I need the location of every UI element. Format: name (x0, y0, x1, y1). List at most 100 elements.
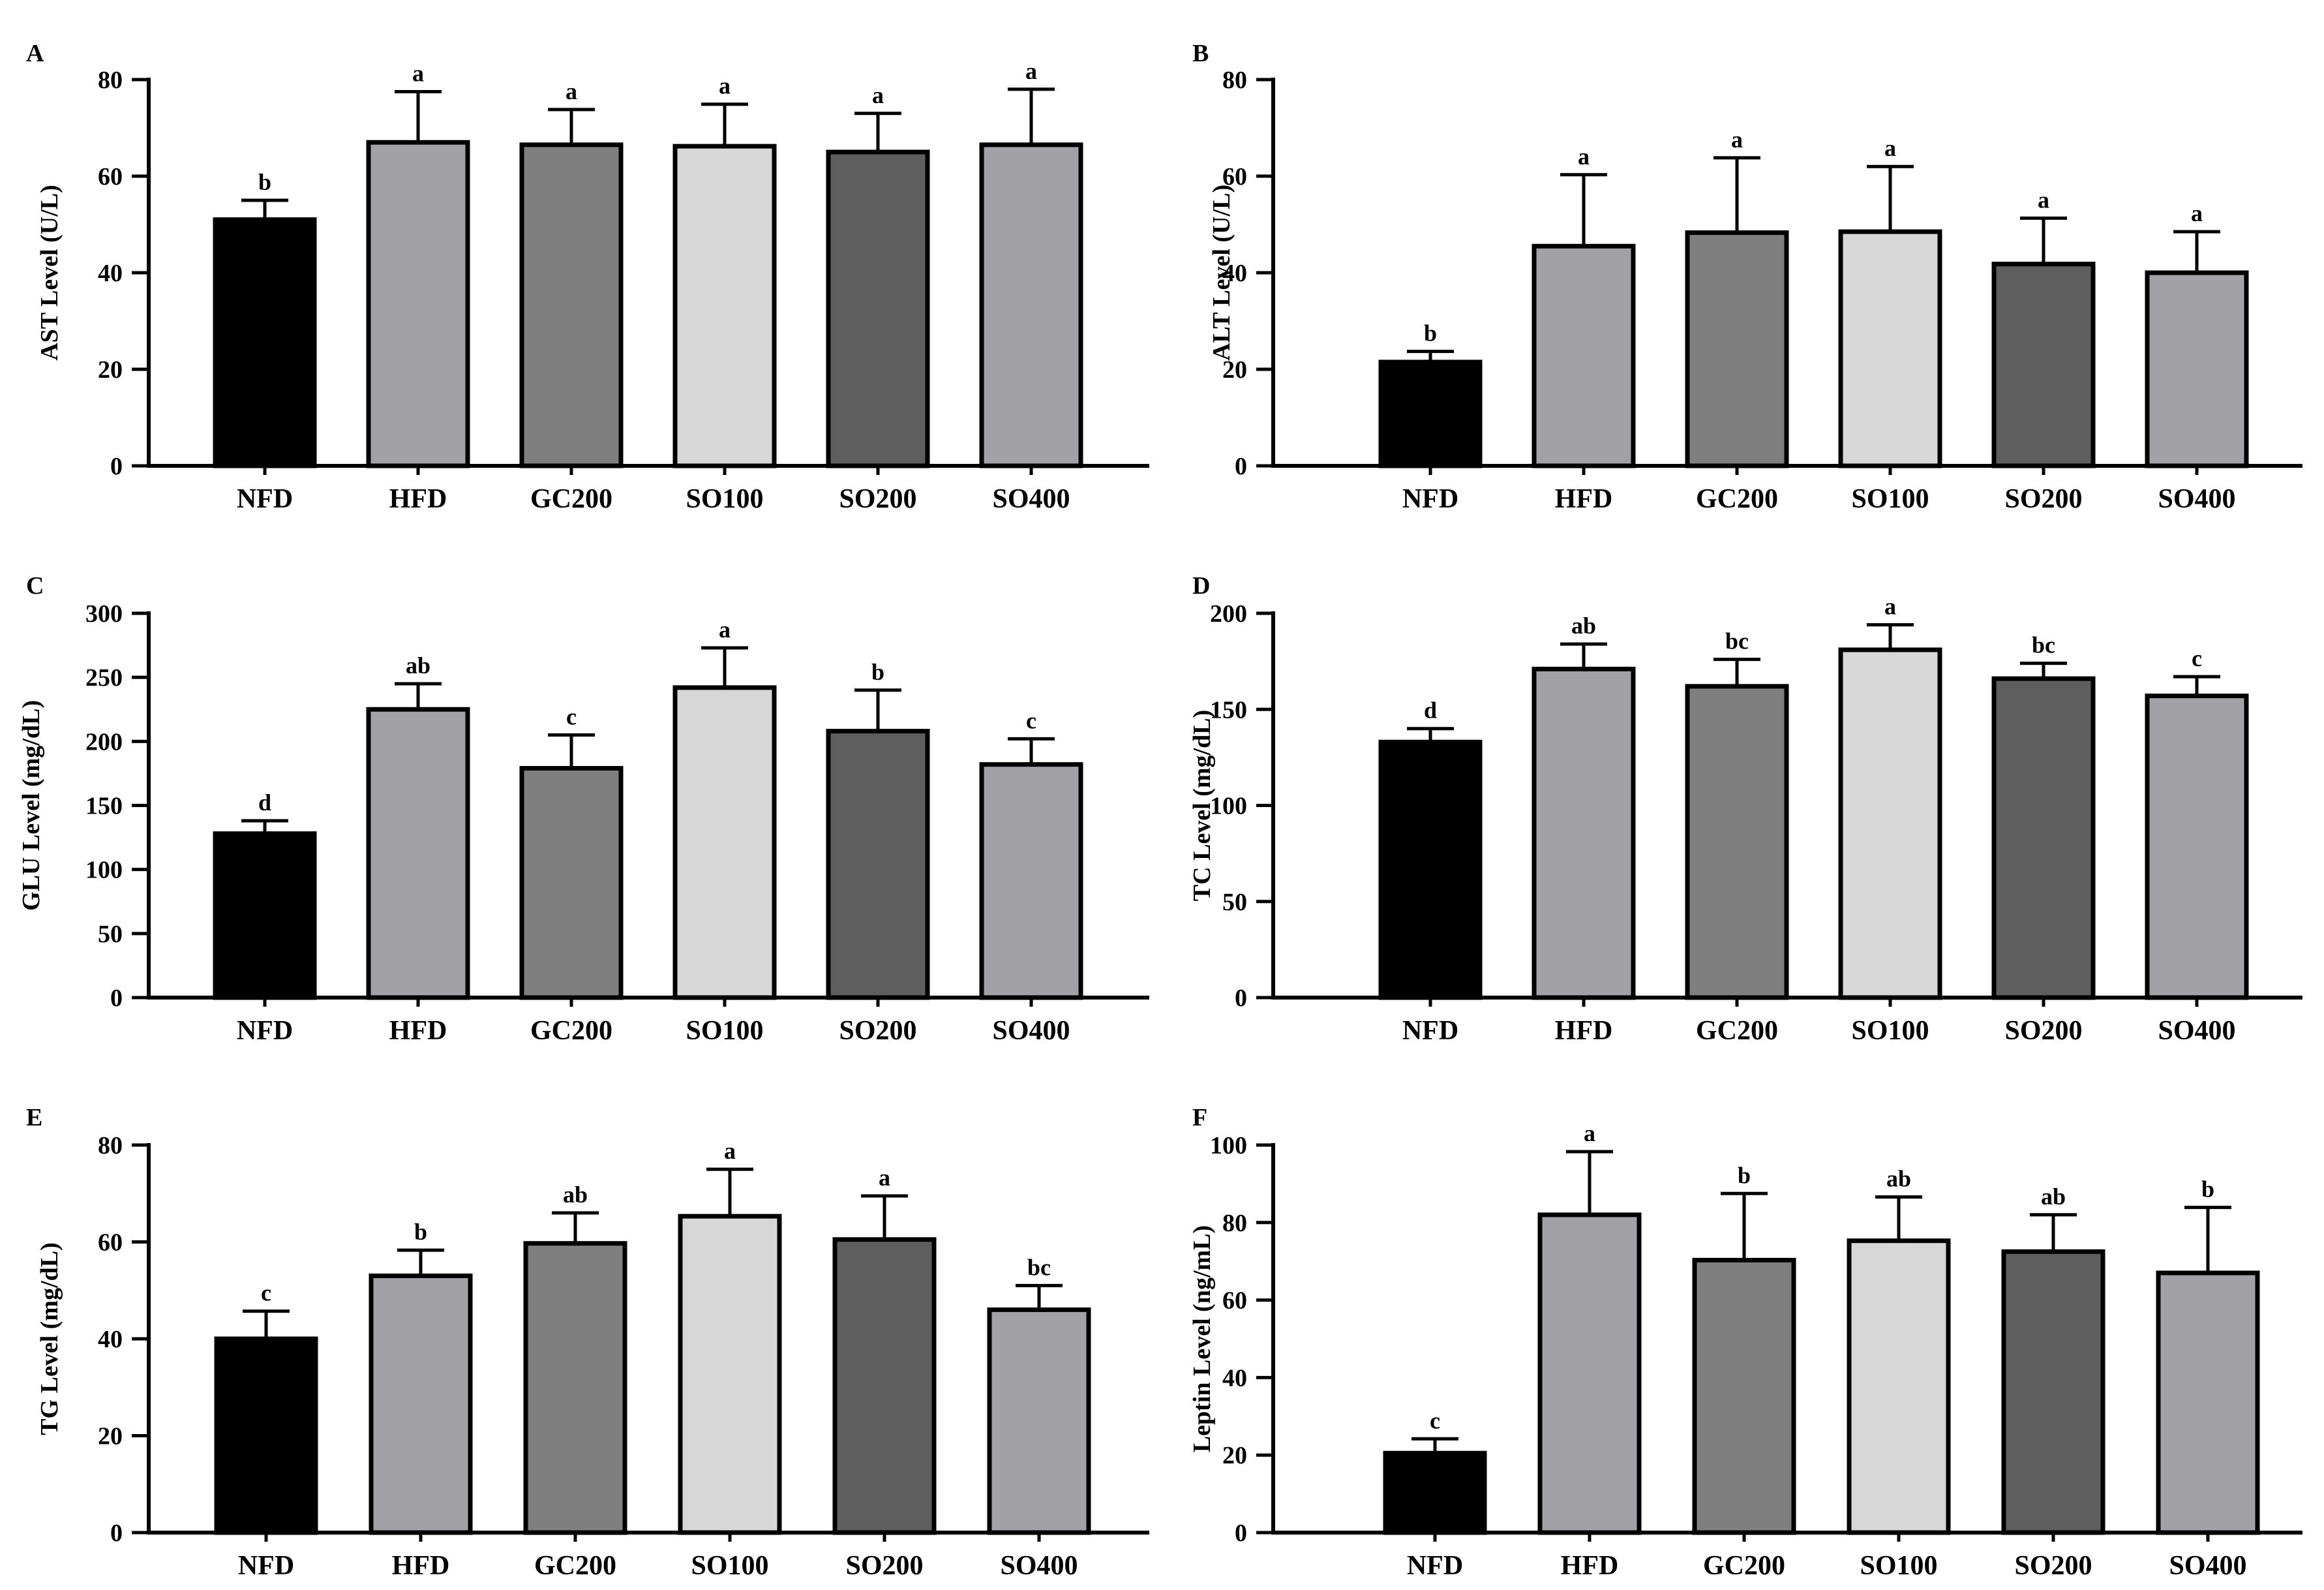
significance-label: ab (406, 652, 430, 679)
significance-label: a (412, 61, 424, 87)
x-tick-label: NFD (237, 484, 293, 514)
x-tick-label: GC200 (1696, 484, 1778, 514)
x-tick-label: SO100 (691, 1551, 768, 1581)
y-axis-title: AST Level (U/L) (36, 185, 63, 361)
significance-label: ab (1571, 613, 1596, 639)
chart-panel-e: E TG Level (mg/dL) c NFD b HFD ab GC200 a SO100 a S… (26, 1104, 1149, 1581)
y-axis-title: GLU Level (mg/dL) (18, 700, 45, 911)
x-tick-label: SO100 (1851, 484, 1929, 514)
y-tick-label: 100 (1210, 793, 1247, 820)
x-tick-label: SO200 (2004, 1016, 2082, 1046)
x-tick-label: SO400 (992, 484, 1070, 514)
chart-panel-d: D TC Level (mg/dL) d NFD ab HFD bc GC200 a SO100 b… (1188, 572, 2302, 1046)
x-tick-label: SO200 (839, 484, 916, 514)
significance-label: ab (2041, 1184, 2066, 1210)
chart-panel-a: A AST Level (U/L) b NFD a HFD a GC200 a SO100 a SO2… (26, 40, 1149, 514)
significance-label: d (258, 789, 271, 816)
y-axis-title: TC Level (mg/dL) (1188, 710, 1216, 901)
bar (1838, 229, 1942, 468)
y-tick-label: 50 (1222, 889, 1247, 916)
panel-letter: C (26, 572, 44, 600)
bar (678, 1214, 782, 1535)
x-tick-label: NFD (238, 1551, 294, 1581)
bar (1378, 359, 1483, 468)
bar (214, 1336, 318, 1535)
bar (519, 142, 624, 468)
y-tick-label: 200 (85, 728, 123, 756)
x-tick-label: SO200 (839, 1016, 916, 1046)
bar (2156, 1270, 2260, 1535)
y-tick-label: 20 (98, 356, 123, 384)
y-tick-label: 60 (98, 1229, 123, 1257)
panel-letter: D (1192, 572, 1210, 600)
significance-label: d (1424, 697, 1437, 724)
significance-label: b (1424, 320, 1437, 346)
bar (826, 729, 930, 1000)
significance-label: ab (563, 1182, 588, 1208)
bar (1685, 684, 1789, 1000)
significance-label: b (414, 1219, 427, 1245)
bar (987, 1307, 1091, 1535)
x-tick-label: NFD (1402, 484, 1458, 514)
bar (1383, 1450, 1487, 1535)
x-tick-label: SO400 (1000, 1551, 1078, 1581)
x-tick-label: NFD (1407, 1551, 1463, 1581)
x-tick-label: HFD (1561, 1551, 1619, 1581)
significance-label: a (724, 1138, 736, 1164)
x-tick-label: NFD (1402, 1016, 1458, 1046)
bar (369, 1273, 473, 1535)
y-tick-label: 80 (1222, 67, 1247, 94)
y-tick-label: 0 (110, 453, 123, 480)
x-tick-label: SO400 (2158, 1016, 2235, 1046)
significance-label: a (566, 78, 577, 104)
y-tick-label: 0 (1235, 1520, 1247, 1547)
y-tick-label: 60 (98, 163, 123, 191)
bar (519, 766, 624, 1000)
bar (832, 1237, 937, 1535)
y-tick-label: 20 (1222, 1442, 1247, 1469)
y-tick-label: 50 (98, 921, 123, 948)
x-tick-label: HFD (389, 484, 447, 514)
significance-label: b (258, 169, 271, 195)
panel-letter: E (26, 1104, 42, 1131)
x-tick-label: SO100 (1860, 1551, 1937, 1581)
y-tick-label: 0 (110, 985, 123, 1012)
y-tick-label: 20 (1222, 356, 1247, 384)
chart-panel-f: F Leptin Level (ng/mL) c NFD a HFD b GC200 ab SO1… (1188, 1104, 2302, 1581)
y-tick-label: 40 (98, 1326, 123, 1353)
significance-label: a (879, 1165, 890, 1191)
x-tick-label: NFD (237, 1016, 293, 1046)
significance-label: b (871, 659, 884, 685)
bar (366, 140, 470, 468)
bar (2145, 270, 2249, 468)
significance-label: a (1884, 135, 1896, 161)
y-tick-label: 150 (85, 793, 123, 820)
y-tick-label: 150 (1210, 696, 1247, 724)
y-tick-label: 60 (1222, 1287, 1247, 1315)
x-tick-label: GC200 (530, 1016, 612, 1046)
bar (1378, 739, 1483, 1000)
bar (366, 707, 470, 1000)
panel-letter: F (1192, 1104, 1207, 1131)
x-tick-label: SO200 (2014, 1551, 2092, 1581)
y-axis-title: ALT Level (U/L) (1208, 185, 1235, 361)
bar (672, 685, 777, 1000)
y-tick-label: 40 (1222, 260, 1247, 287)
y-tick-label: 80 (98, 67, 123, 94)
significance-label: a (719, 73, 731, 99)
significance-label: a (1025, 58, 1037, 84)
x-tick-label: SO100 (1851, 1016, 1929, 1046)
y-tick-label: 0 (110, 1520, 123, 1547)
y-tick-label: 80 (98, 1132, 123, 1159)
bar (1838, 647, 1942, 1000)
x-tick-label: HFD (392, 1551, 450, 1581)
significance-label: a (1731, 127, 1743, 153)
bar (1532, 243, 1636, 468)
significance-label: a (872, 82, 884, 108)
y-tick-label: 40 (98, 260, 123, 287)
y-tick-label: 200 (1210, 600, 1247, 628)
bar (1692, 1257, 1796, 1535)
significance-label: a (1884, 594, 1896, 620)
bar (672, 144, 777, 468)
